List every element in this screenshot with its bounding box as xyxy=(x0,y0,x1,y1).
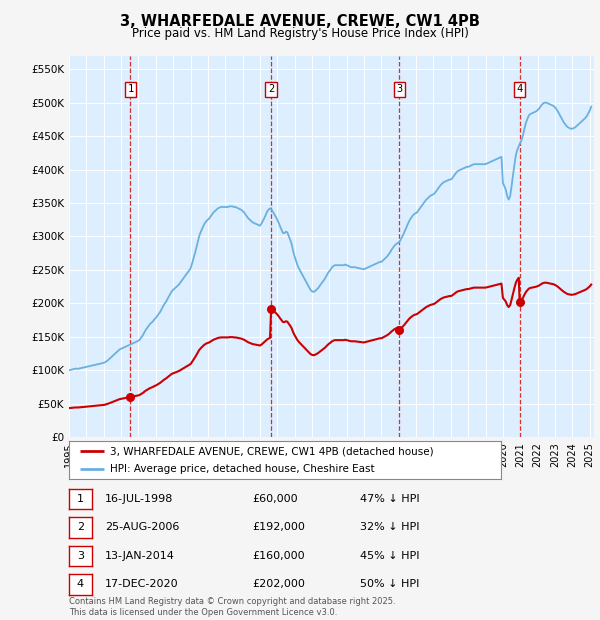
Text: 3: 3 xyxy=(77,551,84,561)
Text: 2: 2 xyxy=(77,522,84,533)
Text: 3: 3 xyxy=(396,84,403,94)
Text: 3, WHARFEDALE AVENUE, CREWE, CW1 4PB (detached house): 3, WHARFEDALE AVENUE, CREWE, CW1 4PB (de… xyxy=(110,446,434,456)
Text: 16-JUL-1998: 16-JUL-1998 xyxy=(105,494,173,504)
Text: Price paid vs. HM Land Registry's House Price Index (HPI): Price paid vs. HM Land Registry's House … xyxy=(131,27,469,40)
Text: £202,000: £202,000 xyxy=(252,579,305,590)
Text: 32% ↓ HPI: 32% ↓ HPI xyxy=(360,522,419,533)
Text: 2: 2 xyxy=(268,84,274,94)
Text: Contains HM Land Registry data © Crown copyright and database right 2025.
This d: Contains HM Land Registry data © Crown c… xyxy=(69,598,395,617)
Text: 17-DEC-2020: 17-DEC-2020 xyxy=(105,579,179,590)
Text: 1: 1 xyxy=(127,84,134,94)
Text: £60,000: £60,000 xyxy=(252,494,298,504)
Text: 3, WHARFEDALE AVENUE, CREWE, CW1 4PB: 3, WHARFEDALE AVENUE, CREWE, CW1 4PB xyxy=(120,14,480,29)
Text: 4: 4 xyxy=(517,84,523,94)
Text: 1: 1 xyxy=(77,494,84,504)
Text: 50% ↓ HPI: 50% ↓ HPI xyxy=(360,579,419,590)
Text: 4: 4 xyxy=(77,579,84,590)
Text: HPI: Average price, detached house, Cheshire East: HPI: Average price, detached house, Ches… xyxy=(110,464,374,474)
Text: £192,000: £192,000 xyxy=(252,522,305,533)
Text: 47% ↓ HPI: 47% ↓ HPI xyxy=(360,494,419,504)
Text: 45% ↓ HPI: 45% ↓ HPI xyxy=(360,551,419,561)
Text: 25-AUG-2006: 25-AUG-2006 xyxy=(105,522,179,533)
Text: £160,000: £160,000 xyxy=(252,551,305,561)
Text: 13-JAN-2014: 13-JAN-2014 xyxy=(105,551,175,561)
